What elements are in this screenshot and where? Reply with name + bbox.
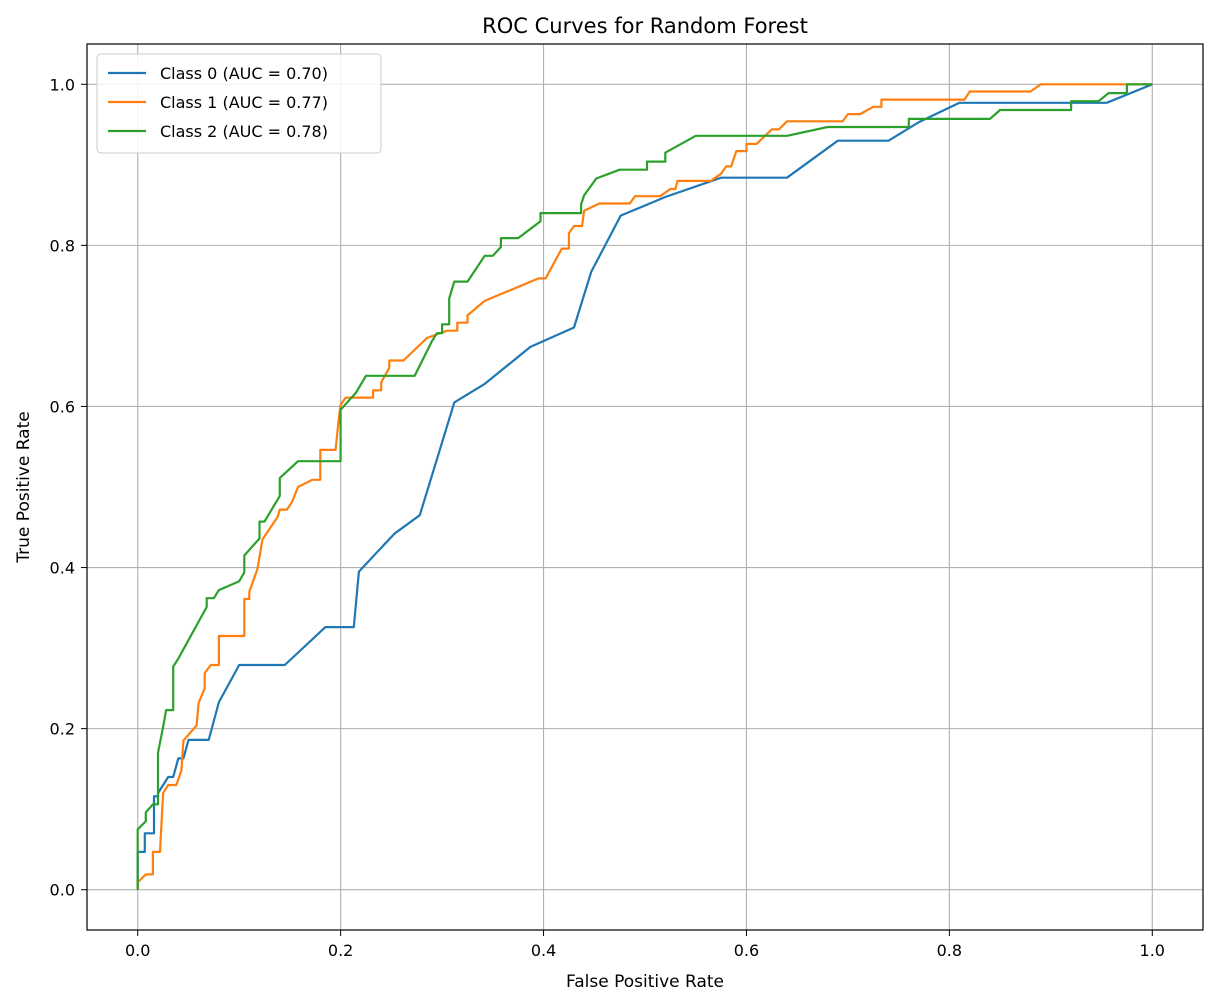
- y-tick-label: 0.0: [50, 881, 75, 900]
- plot-frame: [86, 43, 1204, 931]
- x-axis-label: False Positive Rate: [566, 972, 724, 992]
- legend-label-class-0: Class 0 (AUC = 0.70): [160, 64, 328, 83]
- y-tick-label: 0.4: [50, 559, 75, 578]
- legend-label-class-2: Class 2 (AUC = 0.78): [160, 122, 328, 141]
- series-line-class-1: [136, 83, 1153, 890]
- x-tick-label: 0.4: [531, 941, 556, 960]
- chart-title: ROC Curves for Random Forest: [482, 14, 808, 38]
- x-tick-label: 1.0: [1140, 941, 1165, 960]
- x-tick-label: 0.0: [125, 941, 150, 960]
- x-tick-label: 0.2: [328, 941, 353, 960]
- y-tick-label: 0.2: [50, 720, 75, 739]
- y-axis-label: True Positive Rate: [14, 411, 34, 563]
- axis-ticks: 0.0 0.2 0.4 0.6 0.8 1.0 0.0 0.2 0.4 0.6 0.8 1.0: [50, 75, 1165, 960]
- x-tick-label: 0.8: [937, 941, 962, 960]
- x-tick-label: 0.6: [734, 941, 759, 960]
- series-line-class-2: [136, 83, 1153, 890]
- y-tick-label: 1.0: [50, 75, 75, 94]
- y-tick-label: 0.6: [50, 397, 75, 416]
- legend-box: [96, 53, 382, 154]
- legend: Class 0 (AUC = 0.70) Class 1 (AUC = 0.77)…: [96, 53, 382, 154]
- legend-label-class-1: Class 1 (AUC = 0.77): [160, 93, 328, 112]
- y-tick-label: 0.8: [50, 236, 75, 255]
- series-layer: [136, 83, 1153, 890]
- series-line-class-0: [136, 83, 1153, 890]
- grid: [87, 44, 1203, 930]
